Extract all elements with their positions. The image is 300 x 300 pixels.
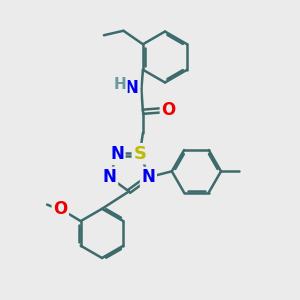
Text: N: N <box>110 146 124 164</box>
Text: N: N <box>103 168 116 186</box>
Text: S: S <box>134 145 146 163</box>
Text: H: H <box>113 77 126 92</box>
Text: N: N <box>142 168 155 186</box>
Text: O: O <box>53 200 68 217</box>
Text: O: O <box>161 101 176 119</box>
Text: N: N <box>125 79 139 97</box>
